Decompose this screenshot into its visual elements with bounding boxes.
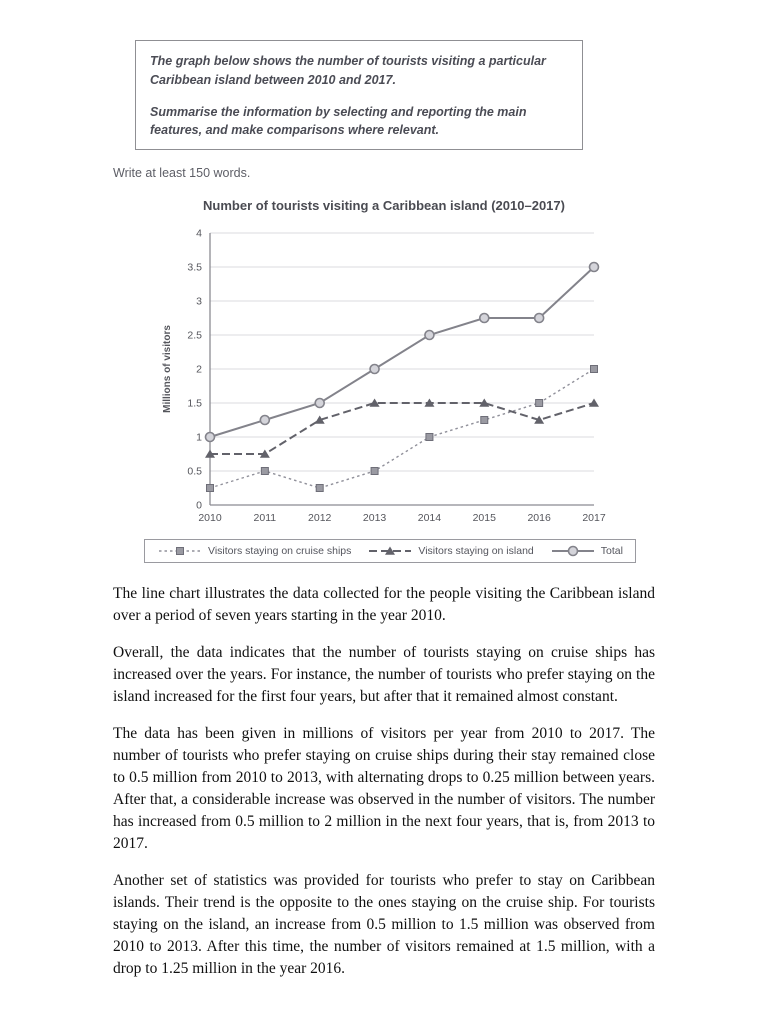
square-marker-icon — [315, 484, 324, 492]
y-tick-label: 1 — [196, 432, 202, 444]
y-tick-label: 4 — [196, 228, 202, 240]
task-prompt-box: The graph below shows the number of tour… — [135, 40, 583, 150]
triangle-marker-icon — [385, 546, 396, 555]
square-marker-icon — [260, 467, 269, 475]
square-marker-icon — [425, 433, 434, 441]
triangle-marker-icon — [369, 398, 380, 407]
legend-circle-sample-icon — [551, 545, 594, 557]
x-tick-label: 2014 — [418, 512, 442, 524]
circle-marker-icon — [204, 431, 216, 443]
line-chart: 0 0.5 1 1.5 2 2.5 3 3.5 4 2010 2011 2012 2013 2014 201… — [162, 228, 606, 525]
circle-marker-icon — [259, 414, 271, 426]
y-tick-label: 1.5 — [187, 398, 202, 410]
triangle-marker-icon — [314, 415, 325, 424]
circle-marker-icon — [533, 312, 545, 324]
task-prompt-line-1: The graph below shows the number of tour… — [150, 54, 546, 87]
chart-figure: Number of tourists visiting a Caribbean … — [144, 198, 636, 563]
x-tick-label: 2015 — [473, 512, 497, 524]
y-tick-label: 0 — [196, 500, 202, 512]
chart-legend: Visitors staying on cruise ships Visitors… — [144, 539, 636, 563]
y-tick-label: 2 — [196, 364, 202, 376]
essay-paragraph: Overall, the data indicates that the num… — [113, 644, 655, 705]
x-tick-label: 2010 — [198, 512, 222, 524]
circle-marker-icon — [588, 261, 600, 273]
x-tick-label: 2016 — [527, 512, 551, 524]
circle-marker-icon — [369, 363, 380, 375]
series-line — [209, 266, 595, 438]
triangle-marker-icon — [479, 398, 490, 407]
y-tick-label: 2.5 — [187, 330, 202, 342]
circle-marker-icon — [567, 545, 579, 557]
triangle-marker-icon — [259, 449, 270, 458]
legend-label: Total — [600, 545, 623, 557]
square-marker-icon — [206, 484, 214, 492]
essay-body: The line chart illustrates the data coll… — [113, 583, 655, 980]
y-axis-title: Millions of visitors — [162, 325, 173, 413]
series-line — [209, 368, 595, 489]
essay-paragraph: The data has been given in millions of v… — [113, 725, 655, 852]
y-tick-label: 3 — [196, 296, 202, 308]
y-tick-label: 3.5 — [187, 262, 202, 274]
x-tick-label: 2011 — [254, 512, 277, 524]
series-line — [210, 402, 595, 455]
circle-marker-icon — [478, 312, 490, 324]
legend-label: Visitors staying on island — [418, 545, 534, 557]
essay-paragraph: Another set of statistics was provided f… — [113, 872, 655, 977]
circle-marker-icon — [424, 329, 435, 341]
triangle-marker-icon — [205, 449, 215, 458]
word-count-instruction: Write at least 150 words. — [113, 166, 251, 180]
chart-title: Number of tourists visiting a Caribbean … — [203, 198, 565, 213]
square-marker-icon — [535, 399, 544, 407]
x-tick-label: 2012 — [308, 512, 332, 524]
x-tick-label: 2013 — [363, 512, 387, 524]
circle-marker-icon — [314, 397, 326, 409]
legend-triangle-sample-icon — [369, 546, 412, 555]
legend-item: Total — [550, 544, 623, 558]
triangle-marker-icon — [589, 398, 599, 407]
legend-item: Visitors staying on island — [367, 544, 534, 558]
task-prompt-line-2: Summarise the information by selecting a… — [150, 104, 527, 138]
essay-paragraph: The line chart illustrates the data coll… — [113, 585, 655, 624]
legend-square-sample-icon — [159, 547, 201, 555]
y-tick-label: 0.5 — [187, 466, 202, 478]
legend-item: Visitors staying on cruise ships — [157, 544, 351, 558]
square-marker-icon — [590, 365, 598, 373]
square-marker-icon — [370, 467, 379, 475]
x-tick-label: 2017 — [582, 512, 606, 524]
legend-label: Visitors staying on cruise ships — [208, 545, 352, 557]
square-marker-icon — [176, 547, 184, 555]
square-marker-icon — [480, 416, 489, 424]
triangle-marker-icon — [534, 415, 545, 424]
triangle-marker-icon — [424, 398, 435, 407]
